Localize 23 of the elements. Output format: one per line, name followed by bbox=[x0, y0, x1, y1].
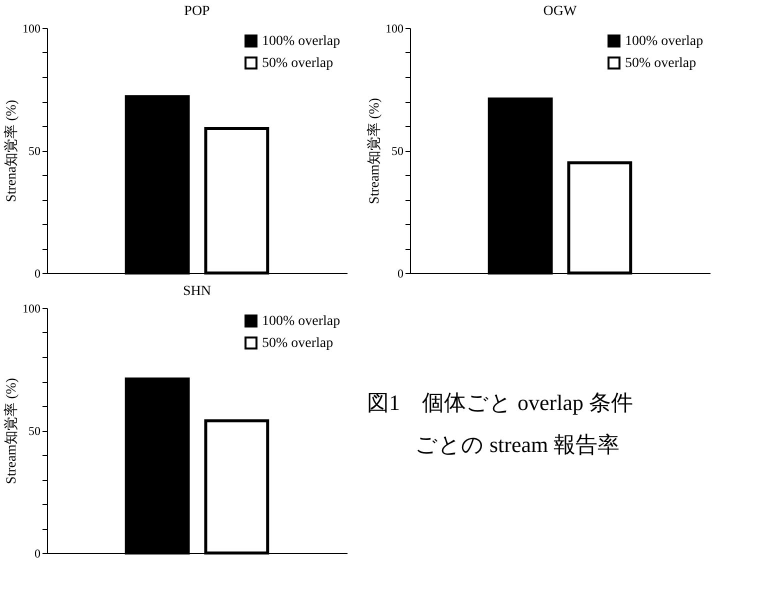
legend-label: 100% overlap bbox=[625, 34, 704, 49]
y-axis-title: Stream知覚率 (%) bbox=[4, 378, 20, 484]
legend-label: 50% overlap bbox=[262, 336, 334, 351]
legend-label: 50% overlap bbox=[625, 56, 696, 71]
y-tick-label: 0 bbox=[34, 266, 40, 280]
y-tick-label: 100 bbox=[22, 302, 40, 316]
legend-label: 100% overlap bbox=[262, 34, 340, 49]
legend-label: 50% overlap bbox=[262, 56, 334, 71]
y-tick-label: 50 bbox=[28, 424, 40, 438]
y-tick-label: 50 bbox=[392, 144, 404, 158]
legend-label: 100% overlap bbox=[262, 314, 340, 329]
y-tick-label: 0 bbox=[34, 546, 40, 560]
y-tick-label: 100 bbox=[386, 22, 404, 36]
chart-title: POP bbox=[184, 4, 210, 19]
y-axis-title: Stream知覚率 (%) bbox=[366, 98, 382, 204]
y-tick-label: 50 bbox=[28, 144, 40, 158]
y-tick-label: 0 bbox=[398, 266, 404, 280]
chart-title: SHN bbox=[182, 284, 212, 299]
text: ごとの stream 報告率 bbox=[415, 432, 620, 457]
y-axis-title: Strena知覚率 (%) bbox=[4, 100, 20, 202]
caption: 図1 個体ごと overlap 条件 bbox=[367, 390, 633, 415]
y-tick-label: 100 bbox=[22, 22, 40, 36]
chart-title: OGW bbox=[543, 4, 578, 19]
